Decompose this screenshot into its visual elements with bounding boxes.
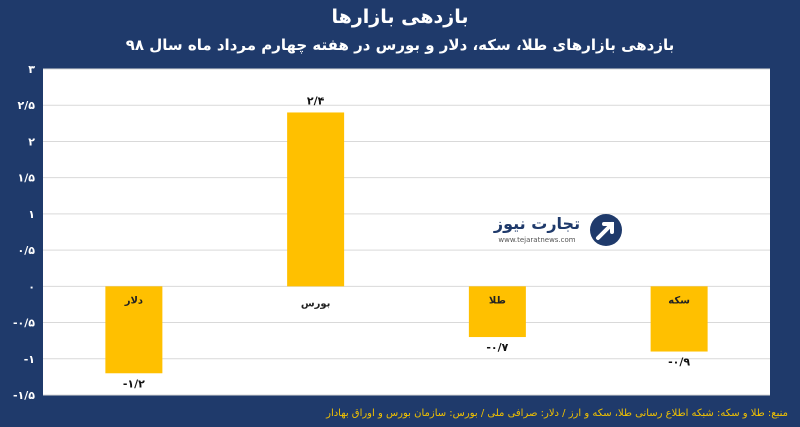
category-label: بورس bbox=[301, 298, 331, 309]
y-tick-label: -۱/۵ bbox=[13, 389, 35, 402]
y-tick-label: ۳ bbox=[28, 63, 35, 76]
data-label: -۰/۹ bbox=[668, 356, 690, 369]
y-tick-label: -۰/۵ bbox=[13, 317, 35, 330]
bar bbox=[650, 286, 708, 352]
y-tick-label: ۲ bbox=[28, 135, 35, 148]
watermark-logo: تجارت نیوز www.tejaratnews.com bbox=[488, 212, 628, 252]
bar bbox=[287, 112, 345, 287]
source-note: منبع: طلا و سکه: شبکه اطلاع رسانی طلا، س… bbox=[326, 408, 788, 419]
data-label: -۱/۲ bbox=[123, 377, 145, 390]
y-tick-label: ۱ bbox=[28, 208, 35, 221]
category-label: دلار bbox=[124, 295, 143, 306]
data-label: ۲/۴ bbox=[307, 94, 325, 107]
data-label: -۰/۷ bbox=[486, 341, 508, 354]
bar bbox=[468, 286, 526, 338]
y-tick-label: ۰/۵ bbox=[18, 244, 36, 257]
category-label: سکه bbox=[668, 295, 690, 306]
plot-area bbox=[43, 69, 770, 395]
y-tick-label: ۲/۵ bbox=[18, 99, 36, 112]
category-label: طلا bbox=[489, 295, 506, 306]
chart-title: بازدهی بازارها bbox=[331, 6, 469, 28]
logo-text: تجارت نیوز bbox=[493, 214, 581, 233]
y-tick-label: ۱/۵ bbox=[18, 172, 36, 185]
y-tick-label: -۱ bbox=[24, 353, 35, 366]
y-tick-label: ۰ bbox=[28, 280, 35, 293]
bar bbox=[105, 286, 163, 374]
logo-url: www.tejaratnews.com bbox=[498, 236, 576, 244]
chart-subtitle: بازدهی بازارهای طلا، سکه، دلار و بورس در… bbox=[125, 36, 675, 54]
logo-arrow-icon bbox=[590, 214, 622, 246]
